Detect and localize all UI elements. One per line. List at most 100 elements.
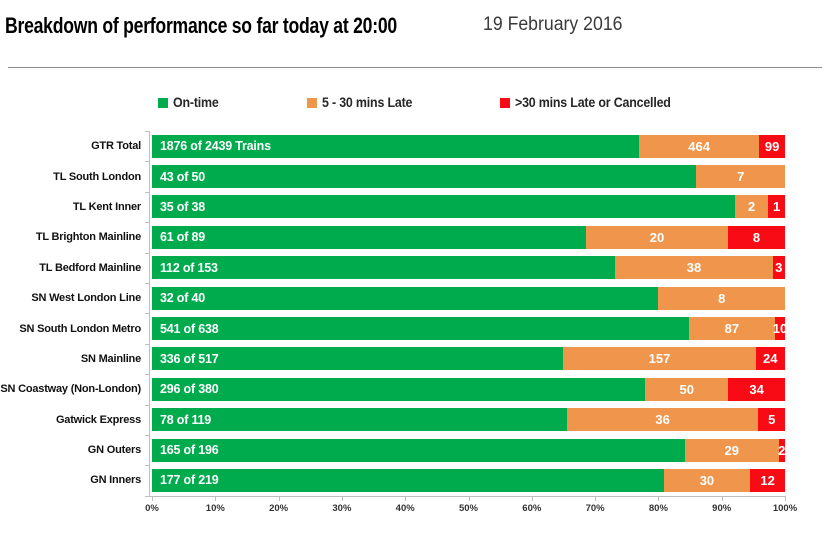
bar-track: 165 of 196 29 2	[152, 438, 785, 462]
x-axis-ticks: 0% 10% 20% 30% 40% 50% 60% 70% 80% 90% 100%	[145, 496, 797, 516]
chart-row: SN South London Metro 541 of 638 87 10	[0, 313, 830, 343]
report-date: 19 February 2016	[483, 14, 623, 35]
late-swatch-icon	[307, 97, 317, 108]
on-time-swatch-icon	[158, 97, 168, 108]
x-axis-tick-label: 100%	[772, 502, 798, 514]
y-axis-tick	[145, 404, 150, 406]
on-time-segment: 177 of 219	[152, 468, 664, 492]
chart-row: TL Bedford Mainline 112 of 153 38 3	[0, 253, 830, 283]
y-axis-tick	[145, 131, 150, 132]
legend-label: On-time	[173, 95, 219, 110]
late-segment: 87	[688, 317, 776, 341]
category-label: SN Mainline	[80, 352, 141, 365]
chart-row: TL Brighton Mainline 61 of 89 20 8	[0, 222, 830, 252]
legend-label: >30 mins Late or Cancelled	[515, 95, 671, 110]
chart-row: GN Inners 177 of 219 30 12	[0, 465, 830, 495]
late-segment: 7	[696, 165, 785, 189]
cancelled-segment: 24	[755, 347, 785, 371]
bar-track: 43 of 50 7	[152, 165, 785, 189]
x-axis-tick-label: 50%	[458, 502, 479, 514]
page-title: Breakdown of performance so far today at…	[5, 13, 397, 38]
y-axis-tick	[145, 283, 150, 284]
x-axis-tick-label: 10%	[205, 502, 225, 514]
bar-track: 336 of 517 157 24	[152, 347, 785, 371]
on-time-segment: 336 of 517	[152, 347, 564, 371]
y-axis-tick	[145, 313, 150, 315]
legend-item-cancelled: >30 mins Late or Cancelled	[500, 95, 684, 110]
category-label: TL Bedford Mainline	[39, 261, 141, 274]
x-axis-tick	[341, 496, 343, 501]
chart-row: SN Mainline 336 of 517 157 24	[0, 344, 830, 374]
cancelled-segment: 5	[758, 408, 785, 432]
late-segment: 157	[563, 347, 756, 371]
x-axis-tick	[785, 496, 786, 501]
x-axis-tick-label: 90%	[712, 502, 732, 514]
category-label: SN West London Line	[31, 292, 141, 305]
on-time-segment: 296 of 380	[152, 377, 646, 401]
x-axis-tick	[278, 496, 280, 501]
x-axis-tick	[405, 496, 407, 501]
y-axis-tick	[145, 191, 150, 193]
late-segment: 50	[645, 377, 729, 401]
category-label: TL South London	[53, 170, 141, 183]
bar-track: 541 of 638 87 10	[152, 317, 785, 341]
chart-row: SN Coastway (Non-London) 296 of 380 50 34	[0, 374, 830, 404]
bar-track: 177 of 219 30 12	[152, 468, 785, 492]
late-segment: 2	[735, 195, 769, 219]
y-axis-tick	[145, 222, 150, 224]
late-segment: 29	[684, 438, 779, 462]
bar-track: 112 of 153 38 3	[152, 256, 785, 280]
legend-item-on-time: On-time	[158, 95, 223, 110]
bar-track: 78 of 119 36 5	[152, 408, 785, 432]
y-axis-tick	[145, 161, 150, 163]
x-axis-tick	[658, 496, 660, 501]
cancelled-swatch-icon	[500, 97, 510, 108]
chart-row: GTR Total 1876 of 2439 Trains 464 99	[0, 131, 830, 161]
category-label: GN Outers	[87, 444, 141, 457]
late-segment: 20	[585, 225, 729, 249]
category-label: GTR Total	[91, 140, 141, 153]
cancelled-segment: 1	[768, 195, 785, 219]
bar-track: 61 of 89 20 8	[152, 225, 785, 249]
x-axis-tick	[721, 496, 723, 501]
category-label: Gatwick Express	[55, 413, 141, 426]
on-time-segment: 32 of 40	[152, 286, 659, 310]
x-axis-tick-label: 20%	[269, 502, 289, 514]
cancelled-segment: 34	[728, 377, 785, 401]
cancelled-segment: 3	[772, 256, 785, 280]
x-axis-tick	[468, 496, 470, 501]
late-segment: 8	[658, 286, 785, 310]
cancelled-segment: 10	[773, 317, 785, 341]
header-divider	[8, 67, 822, 68]
stacked-bar-chart: GTR Total 1876 of 2439 Trains 464 99 TL Sout…	[0, 131, 830, 514]
legend-item-late: 5 - 30 mins Late	[307, 95, 420, 110]
x-axis-tick-label: 70%	[585, 502, 605, 514]
category-label: GN Inners	[90, 474, 141, 487]
cancelled-segment: 8	[728, 225, 785, 249]
late-segment: 36	[566, 408, 759, 432]
chart-row: GN Outers 165 of 196 29 2	[0, 435, 830, 465]
on-time-segment: 112 of 153	[152, 256, 616, 280]
x-axis-tick	[152, 496, 153, 501]
on-time-segment: 61 of 89	[152, 225, 586, 249]
on-time-segment: 541 of 638	[152, 317, 689, 341]
on-time-segment: 35 of 38	[152, 195, 736, 219]
category-label: TL Brighton Mainline	[35, 231, 141, 244]
x-axis-tick-label: 0%	[145, 502, 159, 514]
category-label: SN Coastway (Non-London)	[0, 383, 141, 396]
category-label: SN South London Metro	[19, 322, 141, 335]
x-axis-tick-label: 80%	[648, 502, 668, 514]
late-segment: 30	[663, 468, 751, 492]
x-axis-tick-label: 40%	[395, 502, 415, 514]
x-axis-tick	[215, 496, 217, 501]
legend-label: 5 - 30 mins Late	[322, 95, 413, 110]
late-segment: 464	[638, 134, 760, 158]
on-time-segment: 78 of 119	[152, 408, 567, 432]
chart-rows: GTR Total 1876 of 2439 Trains 464 99 TL Sout…	[0, 131, 830, 496]
x-axis-tick-label: 30%	[332, 502, 352, 514]
y-axis-tick	[145, 495, 150, 497]
x-axis: 0% 10% 20% 30% 40% 50% 60% 70% 80% 90% 100%	[145, 495, 797, 514]
bar-track: 1876 of 2439 Trains 464 99	[152, 134, 785, 158]
chart-row: Gatwick Express 78 of 119 36 5	[0, 405, 830, 435]
